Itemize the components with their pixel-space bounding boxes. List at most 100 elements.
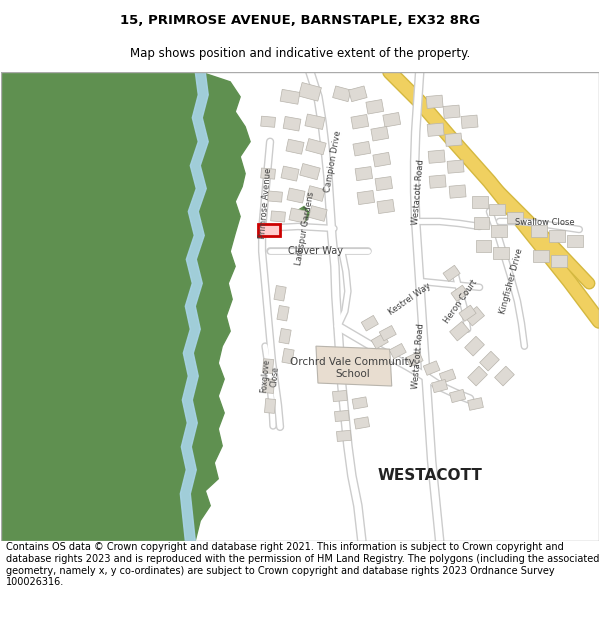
Polygon shape [296, 206, 310, 221]
Bar [282, 348, 294, 364]
Bar [377, 199, 395, 214]
Text: Primrose Avenue: Primrose Avenue [259, 168, 274, 239]
Bar [428, 150, 445, 163]
Bar [371, 126, 389, 141]
Text: Map shows position and indicative extent of the property.: Map shows position and indicative extent… [130, 48, 470, 61]
Bar [337, 431, 351, 441]
Bar [467, 398, 484, 411]
Text: Swallow Close: Swallow Close [515, 218, 574, 227]
Bar [355, 167, 373, 181]
Bar [389, 344, 406, 359]
Bar [286, 139, 304, 154]
Bar [449, 321, 470, 341]
Bar [361, 316, 379, 331]
Bar [476, 241, 491, 252]
Bar [279, 328, 291, 344]
Bar [263, 359, 274, 374]
Bar [567, 236, 583, 248]
Bar [357, 191, 374, 204]
Bar [447, 160, 464, 173]
Text: Contains OS data © Crown copyright and database right 2021. This information is : Contains OS data © Crown copyright and d… [6, 542, 599, 587]
Bar [472, 196, 487, 208]
Text: Clover Way: Clover Way [289, 246, 343, 256]
Bar [445, 133, 462, 146]
Bar [439, 369, 456, 383]
Bar [274, 286, 286, 301]
Bar [305, 114, 325, 129]
Bar [366, 99, 383, 114]
Bar [383, 112, 401, 127]
Bar [550, 231, 565, 242]
Bar [451, 285, 468, 301]
Bar [283, 116, 301, 131]
Bar [449, 389, 466, 402]
Bar [280, 89, 300, 104]
Bar [287, 188, 305, 203]
Bar [375, 176, 392, 191]
Bar [431, 379, 448, 392]
Text: Heron Court: Heron Court [442, 278, 479, 325]
Bar [379, 326, 396, 341]
Bar [332, 86, 351, 102]
Bar [429, 175, 446, 188]
Bar [258, 224, 280, 236]
Bar [424, 361, 440, 376]
Bar [491, 226, 508, 238]
Bar [332, 391, 347, 402]
Text: Campion Drive: Campion Drive [323, 130, 343, 193]
Text: Kestrel Way: Kestrel Way [387, 281, 433, 317]
Bar [263, 379, 275, 393]
Bar [307, 186, 325, 201]
Bar [268, 191, 283, 202]
Bar [464, 306, 484, 326]
Polygon shape [316, 346, 392, 386]
Text: WESTACOTT: WESTACOTT [377, 468, 482, 483]
Bar [490, 204, 505, 216]
Text: Westacott Road: Westacott Road [412, 323, 426, 389]
Text: Orchrd Vale Community
School: Orchrd Vale Community School [290, 357, 415, 379]
Bar [281, 166, 299, 181]
Polygon shape [56, 80, 163, 396]
Bar [461, 115, 478, 128]
Bar [351, 114, 369, 129]
Bar [443, 265, 460, 281]
Bar [349, 86, 367, 102]
Bar [352, 397, 368, 409]
Bar [467, 366, 487, 386]
Bar [299, 82, 322, 101]
Bar [373, 152, 391, 167]
Text: Westacott Road: Westacott Road [412, 158, 426, 225]
Bar [473, 217, 490, 229]
Bar [277, 306, 289, 321]
Text: Foxglove
Close: Foxglove Close [259, 358, 281, 394]
Bar [371, 333, 388, 349]
Bar [551, 256, 567, 268]
Bar [265, 399, 275, 413]
Bar [271, 211, 286, 222]
Bar [493, 248, 509, 259]
Bar [308, 206, 327, 221]
Bar [406, 352, 423, 367]
Text: Larkspur Gardens: Larkspur Gardens [294, 191, 316, 266]
Bar [459, 305, 476, 321]
Bar [443, 105, 460, 118]
Bar [260, 116, 275, 128]
Bar [479, 351, 499, 371]
Text: 15, PRIMROSE AVENUE, BARNSTAPLE, EX32 8RG: 15, PRIMROSE AVENUE, BARNSTAPLE, EX32 8R… [120, 14, 480, 27]
Text: Kingfisher Drive: Kingfisher Drive [499, 248, 524, 315]
Bar [353, 141, 371, 156]
Bar [464, 336, 484, 356]
Bar [508, 211, 523, 224]
Bar [533, 251, 550, 262]
Polygon shape [181, 72, 208, 541]
Bar [426, 95, 443, 109]
Bar [494, 366, 514, 386]
Bar [427, 123, 444, 136]
Bar [300, 164, 320, 180]
Bar [449, 185, 466, 198]
Polygon shape [1, 72, 250, 541]
Bar [306, 139, 326, 155]
Bar [289, 208, 307, 223]
Bar [354, 417, 370, 429]
Bar [532, 226, 547, 238]
